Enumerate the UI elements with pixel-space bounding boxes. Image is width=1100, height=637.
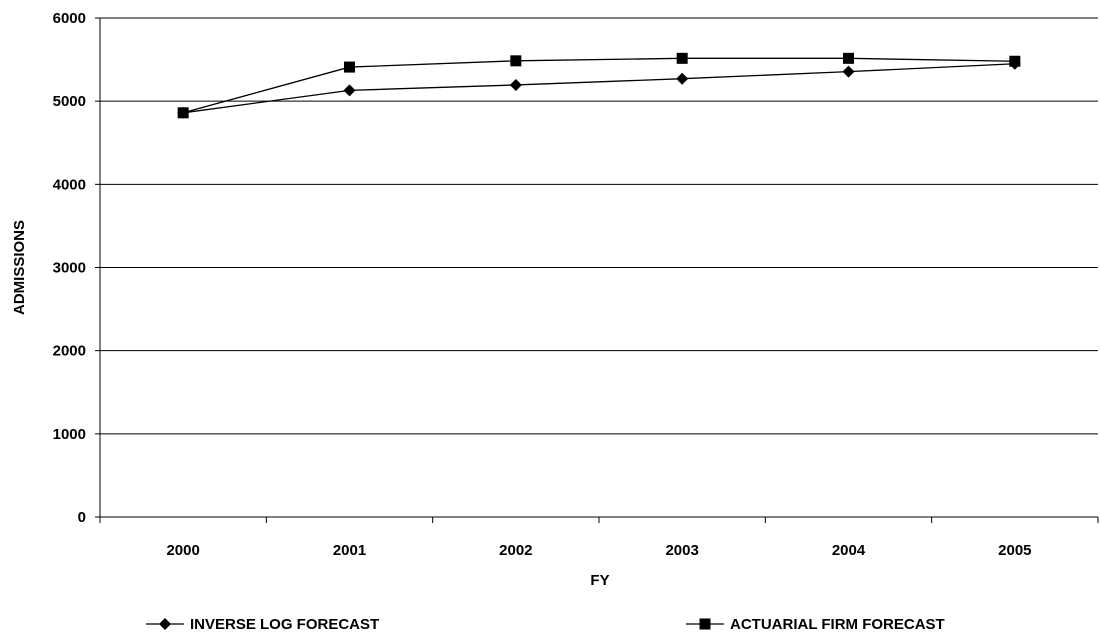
y-tick-label: 6000 bbox=[53, 10, 86, 27]
data-point-square bbox=[1009, 55, 1021, 67]
data-point-diamond bbox=[676, 72, 689, 85]
legend-diamond-marker bbox=[159, 618, 171, 630]
legend: INVERSE LOG FORECAST ACTUARIAL FIRM FOREC… bbox=[146, 616, 945, 633]
gridlines bbox=[100, 17, 1098, 435]
y-tick-label: 0 bbox=[78, 509, 86, 526]
series-line bbox=[182, 57, 1015, 114]
tick-labels: 0 1000 2000 3000 4000 5000 6000 2000 2001 2002 200… bbox=[53, 10, 1032, 559]
series bbox=[177, 52, 1021, 119]
x-tick-label: 2003 bbox=[665, 542, 698, 559]
data-point-diamond bbox=[343, 84, 356, 97]
data-point-square bbox=[676, 52, 688, 64]
y-tick-label: 1000 bbox=[53, 426, 86, 443]
x-tick-label: 2002 bbox=[499, 542, 532, 559]
data-point-square bbox=[177, 107, 189, 119]
y-tick-label: 2000 bbox=[53, 343, 86, 360]
series-actuarial-firm-forecast bbox=[177, 52, 1021, 119]
y-tick-label: 5000 bbox=[53, 93, 86, 110]
y-axis-title: ADMISSIONS bbox=[11, 220, 28, 315]
data-point-diamond bbox=[509, 78, 522, 91]
x-tick-label: 2005 bbox=[998, 542, 1031, 559]
series-line bbox=[183, 63, 1015, 114]
y-tick-label: 3000 bbox=[53, 260, 86, 277]
axes bbox=[95, 17, 1099, 523]
data-point-diamond bbox=[842, 65, 855, 78]
x-tick-label: 2000 bbox=[166, 542, 199, 559]
x-tick-label: 2004 bbox=[832, 542, 866, 559]
data-point-square bbox=[510, 55, 522, 67]
legend-item: ACTUARIAL FIRM FORECAST bbox=[686, 616, 945, 633]
data-point-square bbox=[843, 52, 854, 64]
legend-label: INVERSE LOG FORECAST bbox=[190, 616, 379, 633]
legend-label: ACTUARIAL FIRM FORECAST bbox=[730, 616, 945, 633]
y-tick-label: 4000 bbox=[53, 176, 86, 193]
legend-item: INVERSE LOG FORECAST bbox=[146, 616, 379, 633]
data-point-square bbox=[344, 61, 355, 73]
x-axis-title: FY bbox=[590, 572, 609, 589]
legend-square-marker bbox=[699, 618, 711, 630]
x-tick-label: 2001 bbox=[333, 542, 366, 559]
series-inverse-log-forecast bbox=[177, 57, 1021, 119]
